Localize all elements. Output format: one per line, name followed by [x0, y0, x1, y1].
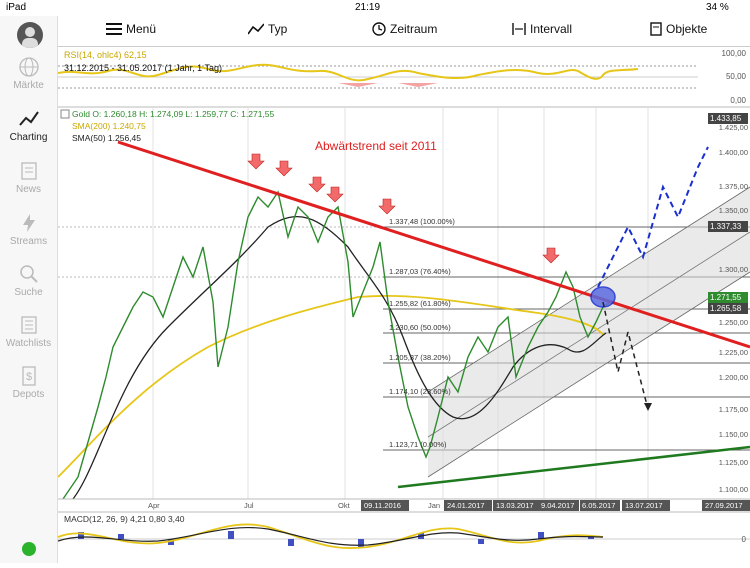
chart-type-icon: [248, 23, 264, 35]
zeitraum-label: Zeitraum: [390, 22, 438, 36]
y-axis-label: 1.125,00: [719, 458, 748, 467]
price-tag-resistance: 1.337,33: [710, 222, 742, 231]
price-panel: Abwärtstrend seit 2011 Gold O: 1.260,18 …: [57, 108, 750, 511]
price-tag-high: 1.433,85: [710, 114, 742, 123]
menu-button[interactable]: Menü: [106, 22, 156, 36]
trend-annotation: Abwärtstrend seit 2011: [315, 139, 437, 153]
y-axis-label: 1.150,00: [719, 430, 748, 439]
battery-label: 34 %: [706, 2, 729, 13]
sidebar-item-label: Streams: [9, 236, 48, 247]
macd-panel: MACD(12, 26, 9) 4,21 0,80 3,40 0: [57, 511, 750, 549]
fib-label-50: 1.230,60 (50.00%): [389, 323, 451, 332]
objects-icon: [650, 22, 662, 36]
sidebar-item-label: Watchlists: [5, 338, 52, 349]
y-axis-label: 1.300,00: [719, 265, 748, 274]
menu-label: Menü: [126, 22, 157, 36]
date-tag: 09.11.2016: [364, 501, 401, 510]
x-axis-label: Jul: [244, 501, 254, 510]
x-axis-label: Apr: [148, 501, 160, 510]
fib-label-382: 1.205,37 (38.20%): [389, 353, 451, 362]
sidebar-item-charting[interactable]: Charting: [0, 108, 57, 143]
chart-line-icon: [18, 111, 39, 126]
date-tag: 9.04.2017: [541, 501, 574, 510]
search-icon: [19, 265, 38, 283]
fib-label-236: 1.174,10 (23.60%): [389, 387, 451, 396]
intervall-label: Intervall: [530, 22, 573, 36]
clock-icon: [372, 22, 386, 36]
svg-text:$: $: [25, 371, 31, 383]
hamburger-icon: [106, 23, 122, 35]
date-tag: 24.01.2017: [447, 501, 485, 510]
sidebar-item-label: Märkte: [13, 80, 44, 91]
date-tag: 13.03.2017: [496, 501, 534, 510]
type-label: Typ: [268, 22, 288, 36]
sidebar-item-streams[interactable]: Streams: [0, 212, 57, 247]
y-axis-label: 1.175,00: [719, 405, 748, 414]
y-axis-label: 1.225,00: [719, 348, 748, 357]
fib-label-0: 1.123,71 (0.00%): [389, 440, 447, 449]
focus-ellipse: [590, 286, 616, 308]
sidebar-item-maerkte[interactable]: Märkte: [0, 56, 57, 91]
sma200-legend: SMA(200) 1.240,75: [72, 121, 146, 131]
sidebar-item-label: News: [15, 184, 41, 195]
sidebar-item-news[interactable]: News: [0, 160, 57, 195]
macd-axis-zero: 0: [742, 535, 747, 544]
x-axis-label: Jan: [428, 501, 440, 510]
y-axis-label: 1.250,00: [719, 318, 748, 327]
zeitraum-button[interactable]: Zeitraum: [372, 22, 437, 36]
y-axis-label: 1.350,00: [719, 206, 748, 215]
macd-legend: MACD(12, 26, 9) 4,21 0,80 3,40: [64, 514, 185, 524]
chart-svg[interactable]: RSI(14, ohlc4) 62,15 31.12.2015 - 31.05.…: [57, 47, 750, 563]
objekte-button[interactable]: Objekte: [650, 22, 707, 36]
rsi-legend: RSI(14, ohlc4) 62,15: [64, 50, 147, 60]
watchlist-icon: [20, 316, 37, 334]
y-axis-label: 1.425,00: [719, 123, 748, 132]
chart-area[interactable]: RSI(14, ohlc4) 62,15 31.12.2015 - 31.05.…: [57, 47, 750, 563]
sidebar-item-suche[interactable]: Suche: [0, 263, 57, 298]
status-bar: iPad 21:19 34 %: [0, 0, 750, 16]
date-tag: 27.09.2017: [705, 501, 743, 510]
globe-icon: [18, 57, 39, 77]
price-tag-current: 1.271,55: [710, 293, 742, 302]
intervall-button[interactable]: Intervall: [512, 22, 572, 36]
y-axis-label: 1.400,00: [719, 148, 748, 157]
rsi-panel: RSI(14, ohlc4) 62,15 31.12.2015 - 31.05.…: [57, 47, 750, 108]
fib-label-100: 1.337,48 (100.00%): [389, 217, 455, 226]
sidebar-item-depots[interactable]: $ Depots: [0, 365, 57, 400]
interval-icon: [512, 23, 526, 35]
toolbar: Menü Typ Zeitraum Intervall Objekte: [58, 16, 750, 47]
sma50-legend: SMA(50) 1.256,45: [72, 133, 141, 143]
lightning-icon: [22, 214, 35, 232]
news-icon: [20, 162, 37, 180]
rsi-date-range: 31.12.2015 - 31.05.2017 (1 Jahr, 1 Tag): [64, 63, 222, 73]
avatar[interactable]: [17, 22, 43, 48]
dollar-icon: $: [21, 366, 36, 386]
gold-legend: Gold O: 1.260,18 H: 1.274,09 L: 1.259,77…: [72, 109, 275, 119]
y-axis-label: 1.200,00: [719, 373, 748, 382]
y-axis-label: 1.100,00: [719, 485, 748, 494]
fib-label-764: 1.287,03 (76.40%): [389, 267, 451, 276]
user-icon: [22, 27, 38, 48]
sidebar-item-label: Charting: [9, 132, 48, 143]
connection-status-indicator: [22, 542, 36, 556]
type-button[interactable]: Typ: [248, 22, 287, 36]
sidebar-item-label: Suche: [14, 287, 43, 298]
date-tag: 6.05.2017: [582, 501, 615, 510]
date-tag: 13.07.2017: [625, 501, 663, 510]
rsi-axis-100: 100,00: [722, 49, 747, 58]
objekte-label: Objekte: [666, 22, 708, 36]
rsi-axis-0: 0,00: [730, 96, 746, 105]
carrier-label: iPad: [6, 2, 27, 13]
y-axis-label: 1.375,00: [719, 182, 748, 191]
sidebar-item-watchlists[interactable]: Watchlists: [0, 314, 57, 349]
sidebar: Märkte Charting News Streams Suche Watch…: [0, 16, 58, 563]
sidebar-item-label: Depots: [12, 389, 45, 400]
clock: 21:19: [355, 2, 381, 13]
x-axis-label: Okt: [338, 501, 351, 510]
fib-label-618: 1.255,82 (61.80%): [389, 299, 451, 308]
rsi-axis-50: 50,00: [726, 72, 747, 81]
price-tag-sma: 1.265,58: [710, 304, 742, 313]
